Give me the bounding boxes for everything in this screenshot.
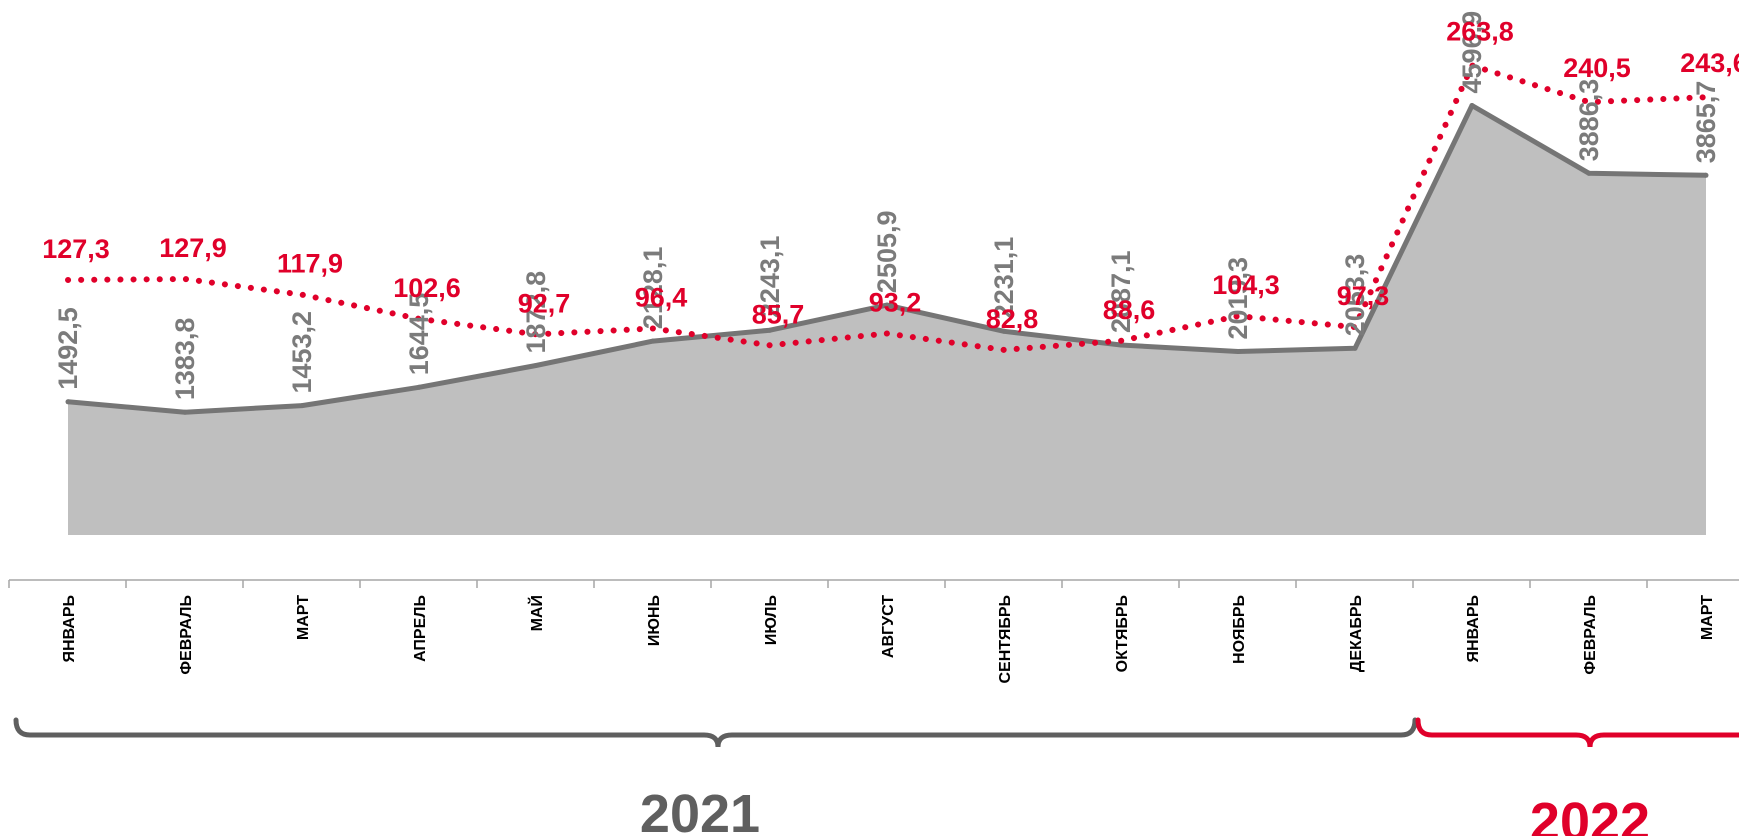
- x-tick-label: ОКТЯБРЬ: [1114, 595, 1131, 672]
- line-data-label: 243,6: [1680, 48, 1739, 78]
- area-point: [299, 403, 305, 409]
- x-tick-label: ИЮЛЬ: [763, 595, 780, 645]
- line-data-label: 263,8: [1446, 17, 1514, 47]
- line-data-label: 97,3: [1337, 281, 1390, 311]
- x-tick-label: АПРЕЛЬ: [412, 595, 429, 662]
- area-point: [650, 338, 656, 344]
- area-point: [884, 302, 890, 308]
- area-data-label: 3865,7: [1691, 81, 1721, 164]
- area-point: [1352, 345, 1358, 351]
- line-data-label: 102,6: [393, 273, 461, 303]
- line-data-label: 93,2: [869, 288, 922, 318]
- area-data-label: 4596,9: [1457, 11, 1487, 94]
- x-tick-label: МАЙ: [527, 595, 546, 631]
- x-tick-label: ФЕВРАЛЬ: [178, 595, 195, 675]
- area-fill: [68, 105, 1706, 535]
- line-data-label: 240,5: [1563, 53, 1631, 83]
- line-data-label: 127,9: [159, 233, 227, 263]
- x-tick-label: ДЕКАБРЬ: [1348, 595, 1365, 672]
- area-data-label: 2053,3: [1340, 254, 1370, 337]
- area-data-label: 1453,2: [287, 311, 317, 394]
- area-data-label: 1644,5: [404, 293, 434, 376]
- area-data-label: 2019,3: [1223, 257, 1253, 340]
- area-point: [1235, 349, 1241, 354]
- area-point: [1469, 103, 1475, 108]
- line-data-label: 127,3: [42, 234, 110, 264]
- area-point: [1586, 170, 1592, 176]
- line-data-label: 96,4: [635, 283, 688, 313]
- area-point: [1703, 172, 1709, 178]
- x-tick-label: ИЮНЬ: [646, 595, 663, 646]
- x-tick-label: ЯНВАРЬ: [1465, 595, 1482, 663]
- area-data-label: 2505,9: [872, 210, 902, 293]
- area-point: [767, 327, 773, 333]
- dotted-line: [65, 62, 1709, 353]
- area-point: [1001, 328, 1007, 334]
- x-tick-label: МАРТ: [1699, 595, 1716, 640]
- area-data-label: 2243,1: [755, 236, 785, 319]
- line-data-label: 117,9: [277, 249, 343, 279]
- group-label: 2021: [640, 784, 760, 836]
- x-tick-label: МАРТ: [295, 595, 312, 640]
- area-point: [416, 384, 422, 390]
- area-point: [65, 399, 71, 405]
- line-data-label: 104,3: [1212, 270, 1280, 300]
- line-data-label: 82,8: [986, 304, 1039, 334]
- area-data-label: 1383,8: [170, 318, 200, 401]
- area-data-label: 2128,1: [638, 247, 668, 330]
- area-point: [533, 363, 539, 368]
- area-data-label: 1492,5: [53, 307, 83, 390]
- area-data-label: 3886,3: [1574, 79, 1604, 162]
- area-point: [1118, 342, 1124, 348]
- x-tick-label: АВГУСТ: [880, 595, 897, 658]
- x-tick-label: СЕНТЯБРЬ: [997, 595, 1014, 684]
- x-tick-label: ЯНВАРЬ: [61, 595, 78, 663]
- line-data-label: 85,7: [752, 299, 805, 329]
- group-brace: [13, 717, 1418, 748]
- x-tick-label: ФЕВРАЛЬ: [1582, 595, 1599, 675]
- line-data-label: 88,6: [1103, 295, 1156, 325]
- area-data-label: 1872,8: [521, 271, 551, 354]
- group-label: 2022: [1530, 792, 1650, 836]
- line-data-label: 92,7: [518, 288, 571, 318]
- x-tick-label: НОЯБРЬ: [1231, 595, 1248, 664]
- area-point: [182, 409, 188, 415]
- area-data-label: 2231,1: [989, 237, 1019, 320]
- group-brace: [1415, 717, 1739, 748]
- area-data-label: 2087,1: [1106, 250, 1136, 333]
